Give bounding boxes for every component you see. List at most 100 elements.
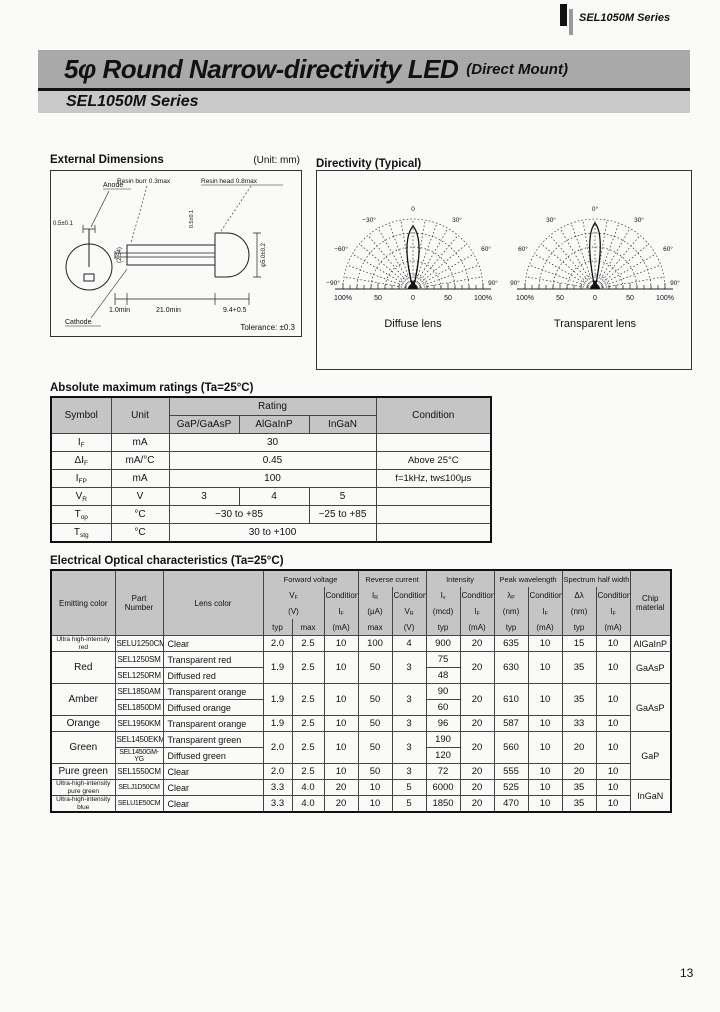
emitting-color-cell: Ultra-high-intensity pure green [50, 779, 116, 796]
lead-protrusion-label: 1.0min [109, 307, 130, 314]
max-header: max [357, 619, 393, 636]
rating-cell-gap-algainp: −30 to +85 [168, 505, 310, 524]
delta-lambda-symbol-header: Δλ [561, 587, 597, 603]
rating-cell: 100 [168, 469, 377, 488]
emitting-color-cell: Pure green [50, 763, 116, 780]
lens-color-cell: Transparent red [162, 651, 264, 668]
angle-left60-label: −60° [334, 245, 348, 253]
lead-width-dim-label: 0.5±0.1 [53, 221, 74, 227]
unit-cell: V [110, 487, 170, 506]
material-header-ingan: InGaN [308, 415, 377, 434]
head-length-label: 9.4+0.5 [223, 307, 247, 314]
vf-typ-cell: 2.0 [262, 763, 293, 780]
scale-50-right: 50 [626, 295, 634, 302]
lp-cond-cell: 10 [527, 683, 563, 716]
vr-cond-cell: 3 [391, 731, 427, 764]
vf-max-cell: 2.5 [291, 651, 325, 684]
vf-max-cell: 2.5 [291, 731, 325, 764]
unit-cell: mA [110, 433, 170, 452]
material-header-gap: GaP/GaAsP [168, 415, 240, 434]
head-diameter-dim [253, 232, 261, 278]
vr-cond-cell: 3 [391, 715, 427, 732]
condition-header: Condition [459, 587, 495, 603]
symbol-base: V [289, 590, 295, 600]
table-row: Pure green SEL1550CM Clear 2.0 2.5 10 50… [50, 763, 671, 780]
symbol-sub: v [442, 594, 446, 601]
symbol-sub: F [340, 610, 344, 617]
elec-heading: Electrical Optical characteristics (Ta=2… [50, 555, 284, 567]
table-row: IF mA 30 [50, 433, 492, 452]
vf-unit-header: (V) [262, 603, 325, 619]
if-symbol-header: IF [323, 603, 359, 619]
iv-cell: 900 [425, 635, 461, 652]
symbol-sub: op [80, 513, 88, 521]
abs-max-heading: Absolute maximum ratings (Ta=25°C) [50, 382, 254, 394]
iv-unit-header: (mcd) [425, 603, 461, 619]
condition-header: Condition [323, 587, 359, 603]
external-dimensions-header: External Dimensions (Unit: mm) [50, 154, 300, 166]
symbol-header: Symbol [50, 396, 112, 434]
elec-characteristics-table: Emitting color Part Number Lens color Fo… [50, 569, 673, 813]
ir-max-cell: 50 [357, 683, 393, 716]
part-number-cell: SELU1250CM [114, 635, 164, 652]
chip-material-cell: GaP [629, 731, 672, 780]
intensity-group-header: Intensity [425, 570, 495, 587]
vf-cond-cell: 10 [323, 715, 359, 732]
scale-0: 0 [411, 295, 415, 302]
angle-0-label: 0 [411, 206, 415, 213]
cathode-label: Cathode [65, 319, 92, 326]
symbol-base: T [74, 509, 81, 520]
table-row: Ultra-high-intensity blue SELU1E50CM Cle… [50, 795, 671, 813]
lens-color-cell: Clear [162, 779, 264, 796]
emitting-color-cell: Ultra-high-intensity blue [50, 795, 116, 813]
part-number-cell: SEL1250RM [114, 667, 164, 684]
reverse-current-group-header: Reverse current [357, 570, 427, 587]
condition-header: Condition [595, 587, 631, 603]
symbol-base: I [474, 606, 477, 616]
table-row: Tstg °C 30 to +100 [50, 523, 492, 543]
vf-cond-cell: 20 [323, 779, 359, 796]
symbol-sub: stg [79, 531, 89, 539]
table-row: Red SEL1250SM Transparent red 1.9 2.5 10… [50, 651, 672, 684]
dl-cell: 35 [561, 779, 597, 796]
lobe-base-icon [590, 280, 600, 289]
polar-chart-transparent: 0° 30° 30° 60° 60° 90° 90° 100% 50 0 50 … [510, 205, 680, 302]
lens-color-cell: Clear [162, 635, 264, 652]
lp-cell: 635 [493, 635, 529, 652]
vr-cond-cell: 3 [391, 763, 427, 780]
symbol-sub: F [294, 594, 298, 601]
rating-cell-gap: 3 [168, 487, 240, 506]
iv-cond-cell: 20 [459, 715, 495, 732]
v-header: (V) [391, 619, 427, 636]
vf-max-cell: 2.5 [291, 635, 325, 652]
vf-typ-cell: 1.9 [262, 683, 293, 716]
scale-0: 0 [593, 295, 597, 302]
rating-cell-ingan: 5 [308, 487, 377, 506]
vf-typ-cell: 3.3 [262, 779, 293, 796]
ir-max-cell: 50 [357, 651, 393, 684]
table-row: Amber SEL1850AM Transparent orange 1.9 2… [50, 683, 672, 732]
condition-header: Condition [391, 587, 427, 603]
if-symbol-header: IF [459, 603, 495, 619]
radiation-lobe [589, 221, 601, 290]
title-banner: 5φ Round Narrow-directivity LED (Direct … [38, 50, 690, 88]
symbol-sub: P [511, 594, 515, 601]
emitting-color-cell: Ultra high-intensity red [50, 635, 116, 652]
page-title-suffix: (Direct Mount) [466, 60, 568, 78]
condition-cell [375, 487, 492, 506]
lp-cond-cell: 10 [527, 635, 563, 652]
series-tab: SEL1050M Series [560, 4, 670, 35]
unit-cell: mA [110, 469, 170, 488]
dl-cell: 20 [561, 731, 597, 764]
typ-header: typ [262, 619, 293, 636]
angle-0-label: 0° [592, 205, 599, 213]
ir-symbol-header: IR [357, 587, 393, 603]
resin-head-outline [214, 232, 250, 278]
spectrum-half-width-group-header: Spectrum half width [561, 570, 631, 587]
part-number-cell: SELU1E50CM [114, 795, 164, 813]
chip-material-cell: GaAsP [629, 651, 672, 684]
series-subtitle-strip: SEL1050M Series [38, 91, 690, 113]
condition-cell: Above 25°C [375, 451, 492, 470]
series-tab-label: SEL1050M Series [579, 12, 671, 24]
part-number-cell: SELJ1D50CM [114, 779, 164, 796]
